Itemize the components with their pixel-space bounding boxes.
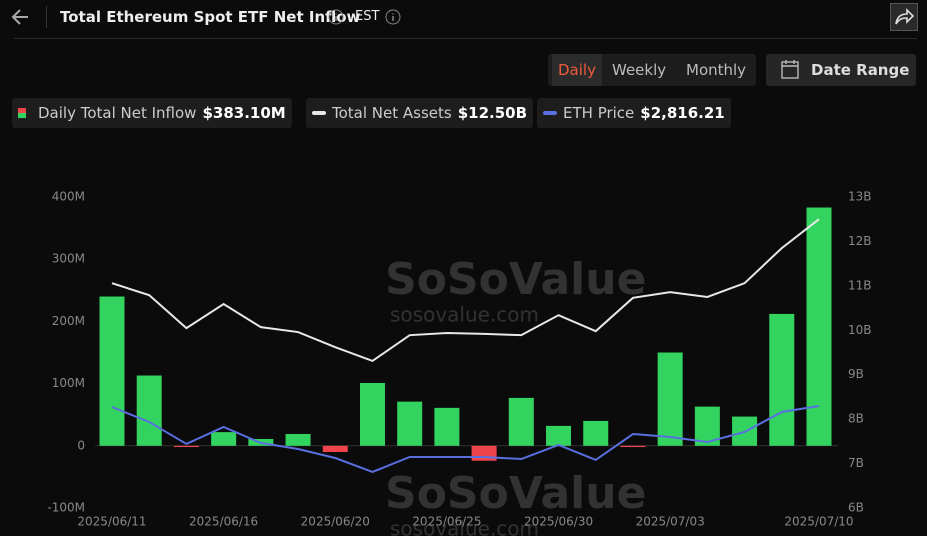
legend-item: Total Net Assets $12.50B xyxy=(306,98,534,128)
info-icon[interactable] xyxy=(328,9,344,25)
watermark-brand: SoSoValue xyxy=(385,468,646,519)
watermark: SoSoValue sosovalue.com SoSoValue sosova… xyxy=(385,254,646,536)
y2-tick-label: 7B xyxy=(848,456,864,470)
y2-tick-label: 9B xyxy=(848,367,864,381)
period-tab[interactable]: Monthly xyxy=(686,61,747,79)
y-tick-label: 300M xyxy=(52,252,85,266)
bar xyxy=(657,352,683,446)
legend-item: ETH Price $2,816.21 xyxy=(537,98,731,128)
y-tick-label: 0 xyxy=(77,438,85,452)
y2-tick-label: 11B xyxy=(848,278,872,292)
period-tab[interactable]: Weekly xyxy=(612,61,667,79)
calendar-icon xyxy=(781,60,799,79)
bar xyxy=(546,425,572,446)
page-title: Total Ethereum Spot ETF Net Inflow xyxy=(60,8,361,26)
share-button[interactable] xyxy=(890,3,918,31)
bar xyxy=(322,445,348,453)
x-tick-label: 2025/07/03 xyxy=(636,515,705,529)
y2-tick-label: 6B xyxy=(848,501,864,515)
y2-tick-label: 8B xyxy=(848,412,864,426)
bar xyxy=(471,445,497,461)
legend-label: Total Net Assets xyxy=(332,104,452,122)
bar xyxy=(583,420,609,446)
y-tick-label: 400M xyxy=(52,190,85,204)
y-tick-label: 100M xyxy=(52,376,85,390)
watermark-url: sosovalue.com xyxy=(390,517,539,536)
bar xyxy=(359,382,385,446)
y2-tick-label: 13B xyxy=(848,190,872,204)
y2-tick-label: 10B xyxy=(848,323,872,337)
share-icon xyxy=(895,8,915,25)
line xyxy=(111,218,820,363)
bar xyxy=(434,407,460,446)
legend-swatch xyxy=(18,108,26,118)
bar xyxy=(769,313,795,446)
x-tick-label: 2025/07/10 xyxy=(784,515,853,529)
legend-label: Daily Total Net Inflow xyxy=(38,104,197,122)
separator xyxy=(46,6,47,28)
date-range-button[interactable]: Date Range xyxy=(766,54,916,86)
y-tick-label: -100M xyxy=(47,501,85,515)
x-tick-label: 2025/06/30 xyxy=(524,515,593,529)
y2-tick-label: 12B xyxy=(848,234,872,248)
x-tick-label: 2025/06/20 xyxy=(301,515,370,529)
x-tick-label: 2025/06/11 xyxy=(77,515,146,529)
watermark-url: sosovalue.com xyxy=(390,303,539,327)
bar xyxy=(173,445,199,448)
bar xyxy=(99,296,125,446)
legend-swatch xyxy=(312,111,326,115)
legend-label: ETH Price xyxy=(563,104,635,122)
timezone: EST xyxy=(355,9,380,24)
bar xyxy=(620,445,646,448)
watermark-brand: SoSoValue xyxy=(385,254,646,305)
period-tab[interactable]: Daily xyxy=(552,54,602,86)
date-range-label: Date Range xyxy=(811,61,910,79)
legend-swatch xyxy=(543,111,557,115)
line xyxy=(111,404,820,474)
legend-item: Daily Total Net Inflow $383.10M xyxy=(12,98,292,128)
bar xyxy=(508,397,534,446)
legend-value: $12.50B xyxy=(457,104,528,122)
divider xyxy=(14,38,917,39)
info-icon[interactable] xyxy=(385,9,401,25)
legend-value: $383.10M xyxy=(202,104,286,122)
y-tick-label: 200M xyxy=(52,314,85,328)
legend-value: $2,816.21 xyxy=(640,104,725,122)
bar xyxy=(397,401,423,446)
bar xyxy=(136,375,162,446)
x-tick-label: 2025/06/25 xyxy=(412,515,481,529)
x-tick-label: 2025/06/16 xyxy=(189,515,258,529)
bar xyxy=(806,207,832,446)
bar xyxy=(211,432,237,446)
back-button[interactable] xyxy=(10,6,32,28)
bar xyxy=(285,433,311,446)
